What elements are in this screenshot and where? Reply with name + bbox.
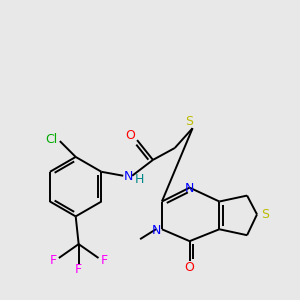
Text: Cl: Cl <box>45 133 57 146</box>
Text: F: F <box>75 263 82 276</box>
Text: F: F <box>49 254 56 268</box>
Text: S: S <box>186 115 194 128</box>
Text: O: O <box>125 129 135 142</box>
Text: H: H <box>134 173 144 186</box>
Text: S: S <box>261 208 269 221</box>
Text: N: N <box>124 170 133 183</box>
Text: N: N <box>151 224 160 237</box>
Text: F: F <box>101 254 108 268</box>
Text: N: N <box>185 182 194 195</box>
Text: O: O <box>185 261 195 274</box>
